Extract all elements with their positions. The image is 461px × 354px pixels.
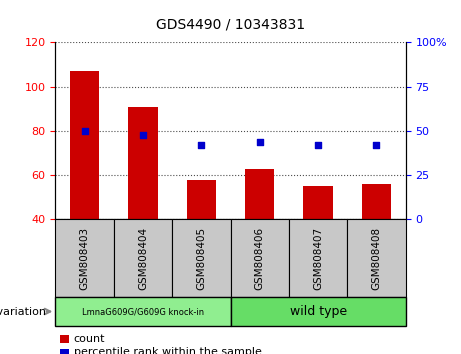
Text: count: count — [74, 334, 105, 344]
Text: percentile rank within the sample: percentile rank within the sample — [74, 347, 262, 354]
Text: GSM808404: GSM808404 — [138, 227, 148, 290]
Bar — [70, 71, 99, 219]
Bar — [128, 107, 158, 219]
Text: genotype/variation: genotype/variation — [0, 307, 46, 316]
Text: wild type: wild type — [290, 305, 347, 318]
Text: GSM808408: GSM808408 — [372, 227, 382, 290]
Text: GSM808403: GSM808403 — [79, 227, 89, 290]
Point — [198, 142, 205, 148]
Bar — [303, 186, 333, 219]
Bar — [245, 169, 274, 219]
Point — [314, 142, 322, 148]
Point — [373, 142, 380, 148]
Text: GSM808407: GSM808407 — [313, 227, 323, 290]
Bar — [362, 184, 391, 219]
Point — [81, 128, 88, 134]
Text: GDS4490 / 10343831: GDS4490 / 10343831 — [156, 18, 305, 32]
Text: GSM808405: GSM808405 — [196, 227, 207, 290]
Point — [256, 139, 263, 144]
Point — [139, 132, 147, 137]
Bar — [187, 179, 216, 219]
Text: LmnaG609G/G609G knock-in: LmnaG609G/G609G knock-in — [82, 307, 204, 316]
Text: GSM808406: GSM808406 — [254, 227, 265, 290]
